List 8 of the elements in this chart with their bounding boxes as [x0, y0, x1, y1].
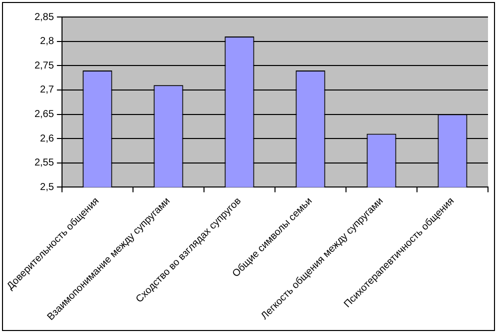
- y-tick-label: 2,6: [40, 133, 54, 144]
- y-tick-label: 2,8: [40, 36, 54, 48]
- y-tick-label: 2,7: [40, 84, 54, 96]
- y-tick-label: 2,65: [34, 109, 54, 120]
- y-tick-label: 2,55: [34, 158, 54, 169]
- y-tick-label: 2,5: [40, 182, 54, 193]
- y-tick-label: 2,85: [34, 12, 54, 23]
- y-tick-label: 2,75: [34, 60, 54, 72]
